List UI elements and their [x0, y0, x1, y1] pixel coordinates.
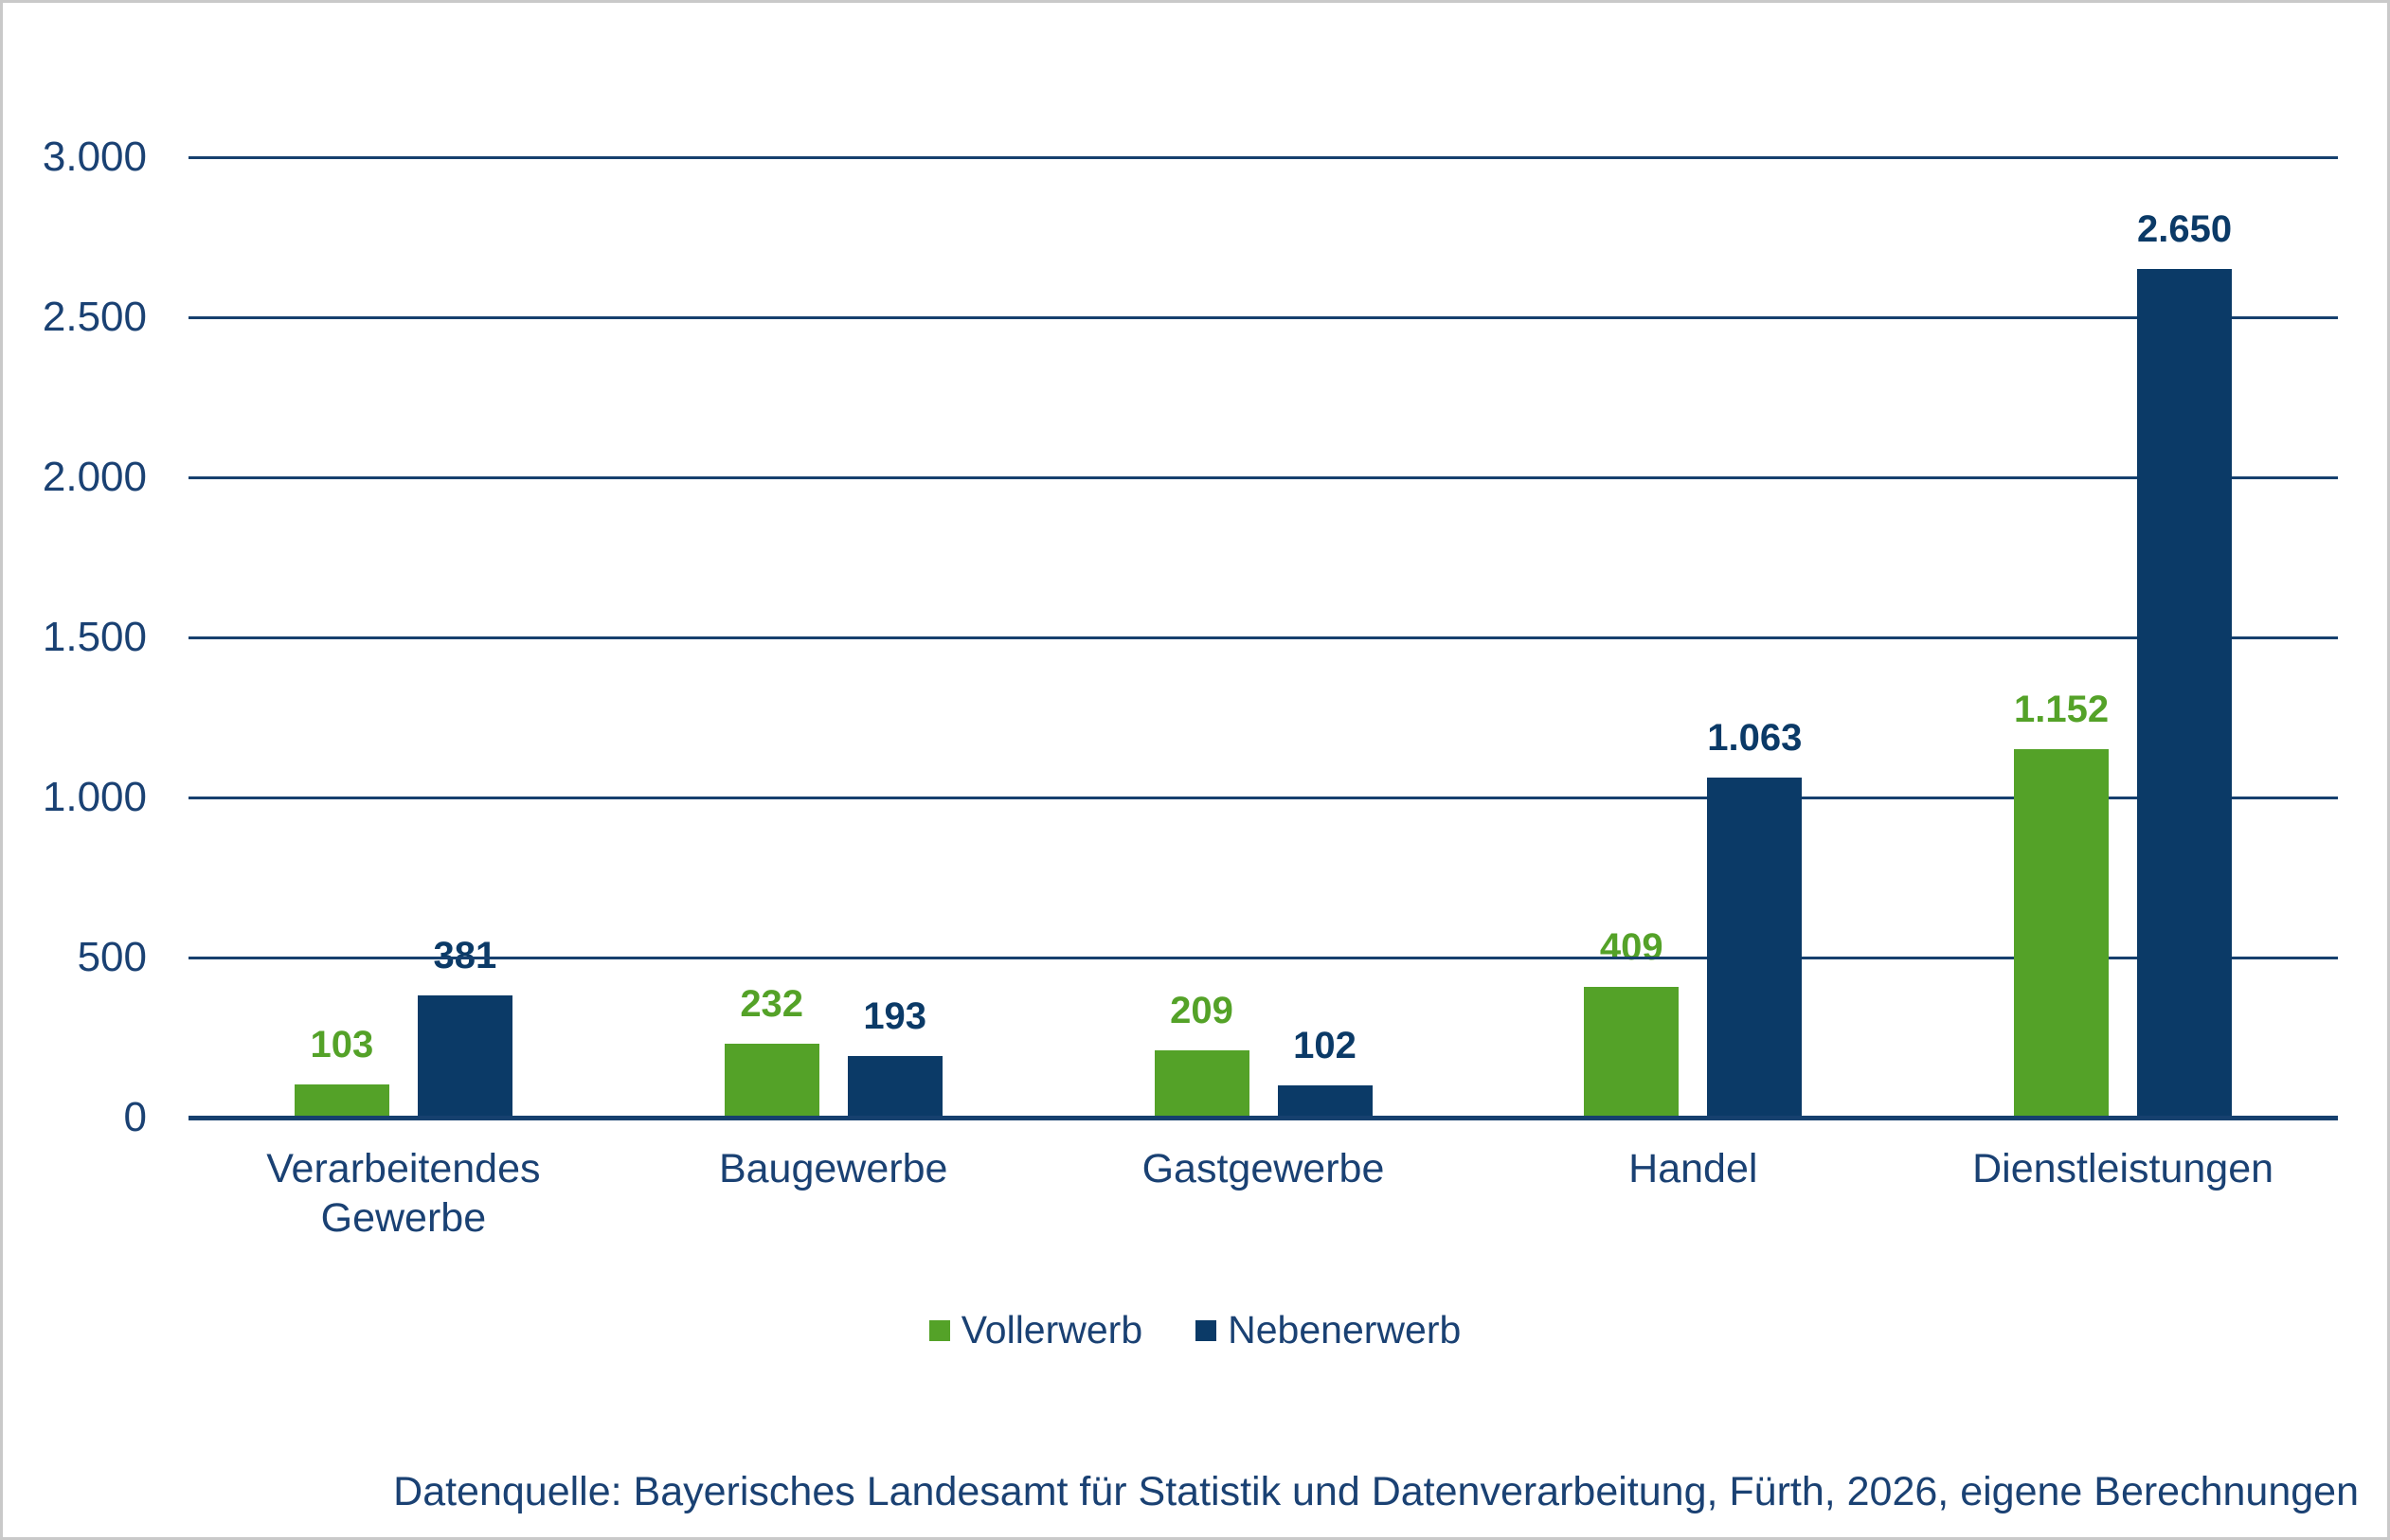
- category-label: Baugewerbe: [718, 1146, 948, 1191]
- value-label: 409: [1599, 925, 1663, 968]
- gridline: [189, 156, 2338, 159]
- gridline: [189, 476, 2338, 479]
- bar-vollerwerb-2: [724, 1043, 819, 1118]
- value-label: 232: [740, 982, 804, 1025]
- legend: Vollerwerb Nebenerwerb: [3, 1308, 2387, 1352]
- value-label: 193: [863, 994, 927, 1037]
- bar-vollerwerb-1: [294, 1084, 389, 1118]
- value-label: 209: [1170, 990, 1233, 1032]
- y-axis-tick-label: 500: [77, 934, 147, 980]
- legend-label: Vollerwerb: [961, 1308, 1143, 1352]
- category-label: Verarbeitendes Gewerbe: [266, 1146, 541, 1242]
- y-axis-tick-label: 3.000: [42, 134, 147, 180]
- value-label: 2.650: [2137, 208, 2233, 251]
- gridline: [189, 316, 2338, 319]
- y-axis-tick-label: 1.500: [42, 614, 147, 660]
- bar-vollerwerb-3: [1154, 1050, 1249, 1118]
- value-label: 103: [310, 1024, 374, 1066]
- category-label: Gastgewerbe: [1141, 1146, 1385, 1191]
- gridline: [189, 957, 2338, 959]
- y-axis-tick-label: 2.000: [42, 454, 147, 500]
- x-axis-line: [189, 1116, 2338, 1120]
- gridline: [189, 797, 2338, 799]
- y-axis-tick-label: 2.500: [42, 294, 147, 340]
- legend-label: Nebenerwerb: [1228, 1308, 1462, 1352]
- value-label: 102: [1293, 1024, 1357, 1066]
- legend-swatch-icon: [928, 1319, 950, 1341]
- bar-nebenerwerb-2: [847, 1055, 943, 1118]
- legend-item-nebenerwerb: Nebenerwerb: [1195, 1308, 1461, 1352]
- value-label: 1.152: [2014, 688, 2110, 730]
- bar-nebenerwerb-4: [1707, 777, 1803, 1118]
- value-label: 381: [433, 935, 497, 977]
- gridline: [189, 636, 2338, 639]
- y-axis-tick-label: 0: [123, 1094, 147, 1140]
- bar-vollerwerb-4: [1584, 986, 1680, 1118]
- legend-swatch-icon: [1195, 1319, 1217, 1341]
- source-note: Datenquelle: Bayerisches Landesamt für S…: [393, 1469, 2359, 1514]
- bar-nebenerwerb-5: [2137, 269, 2233, 1118]
- bar-nebenerwerb-1: [417, 995, 512, 1118]
- category-label: Dienstleistungen: [1972, 1146, 2274, 1191]
- legend-item-vollerwerb: Vollerwerb: [928, 1308, 1143, 1352]
- category-label: Handel: [1628, 1146, 1758, 1191]
- y-axis-tick-label: 1.000: [42, 774, 147, 820]
- bar-vollerwerb-5: [2014, 748, 2110, 1118]
- bar-chart: 0 500 1.000 1.500 2.000 2.500 3.000 103 381 Verar…: [3, 3, 2387, 1537]
- value-label: 1.063: [1707, 716, 1803, 759]
- bar-nebenerwerb-3: [1277, 1084, 1373, 1118]
